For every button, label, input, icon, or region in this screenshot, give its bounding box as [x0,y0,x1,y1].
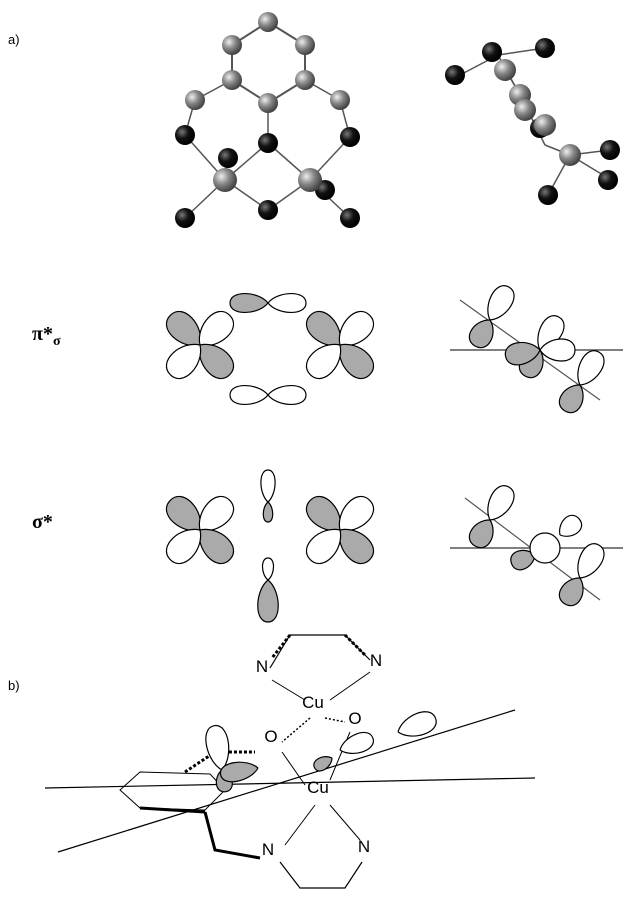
orbital-lobe [530,533,560,563]
atom [258,93,278,113]
orbital-lobe [263,502,272,522]
orbital-lobe [230,294,268,313]
atom [534,114,556,136]
atom [258,12,278,32]
atom [559,144,581,166]
atom [295,35,315,55]
orbital-lobe [268,294,306,313]
orbital-lobe [268,386,306,405]
atom [185,90,205,110]
orbital-lobe [312,753,336,774]
atom [222,70,242,90]
atom-label: Cu [307,778,329,797]
atom [514,99,536,121]
atom-label: N [370,651,382,670]
figure: a) b) π*σ σ* N N Cu O O Cu N N [0,0,623,901]
atom-label: N [262,840,274,859]
orbital-lobe [570,540,608,584]
panel-label: a) [8,32,20,47]
atom [340,208,360,228]
atom [494,59,516,81]
atom [258,133,278,153]
orbital-lobe [230,386,268,405]
atom [175,125,195,145]
atom [295,70,315,90]
orbital-symbol: π* [32,323,53,345]
orbital-subscript: σ [53,334,61,349]
panel-label: b) [8,678,20,693]
atom [598,170,618,190]
atom [258,200,278,220]
orbital-lobe [555,379,589,416]
orbital-lobe [258,580,278,622]
orbital-lobe [570,347,608,391]
atom-label: O [348,709,361,728]
atom-label: Cu [302,693,324,712]
atom-label: O [264,727,277,746]
orbital-label: σ* [32,511,53,533]
orbital-label: π*σ [32,323,61,349]
atom [482,42,502,62]
orbital-lobe [262,558,273,580]
panel-b-drawing [45,635,535,888]
atom [218,148,238,168]
atom [340,127,360,147]
orbital-lobe [480,482,518,526]
atom [298,168,322,192]
orbital-lobe [261,470,275,502]
atom [213,168,237,192]
atom-label: N [256,657,268,676]
atom [538,185,558,205]
atom-label: N [358,837,370,856]
atom [535,38,555,58]
atom [600,140,620,160]
atom [222,35,242,55]
orbital-lobe [555,572,589,609]
atom [445,65,465,85]
orbital-lobe [465,314,499,351]
orbital-lobe [554,512,585,543]
atom [175,208,195,228]
atom [330,90,350,110]
orbital-lobe [394,708,439,742]
